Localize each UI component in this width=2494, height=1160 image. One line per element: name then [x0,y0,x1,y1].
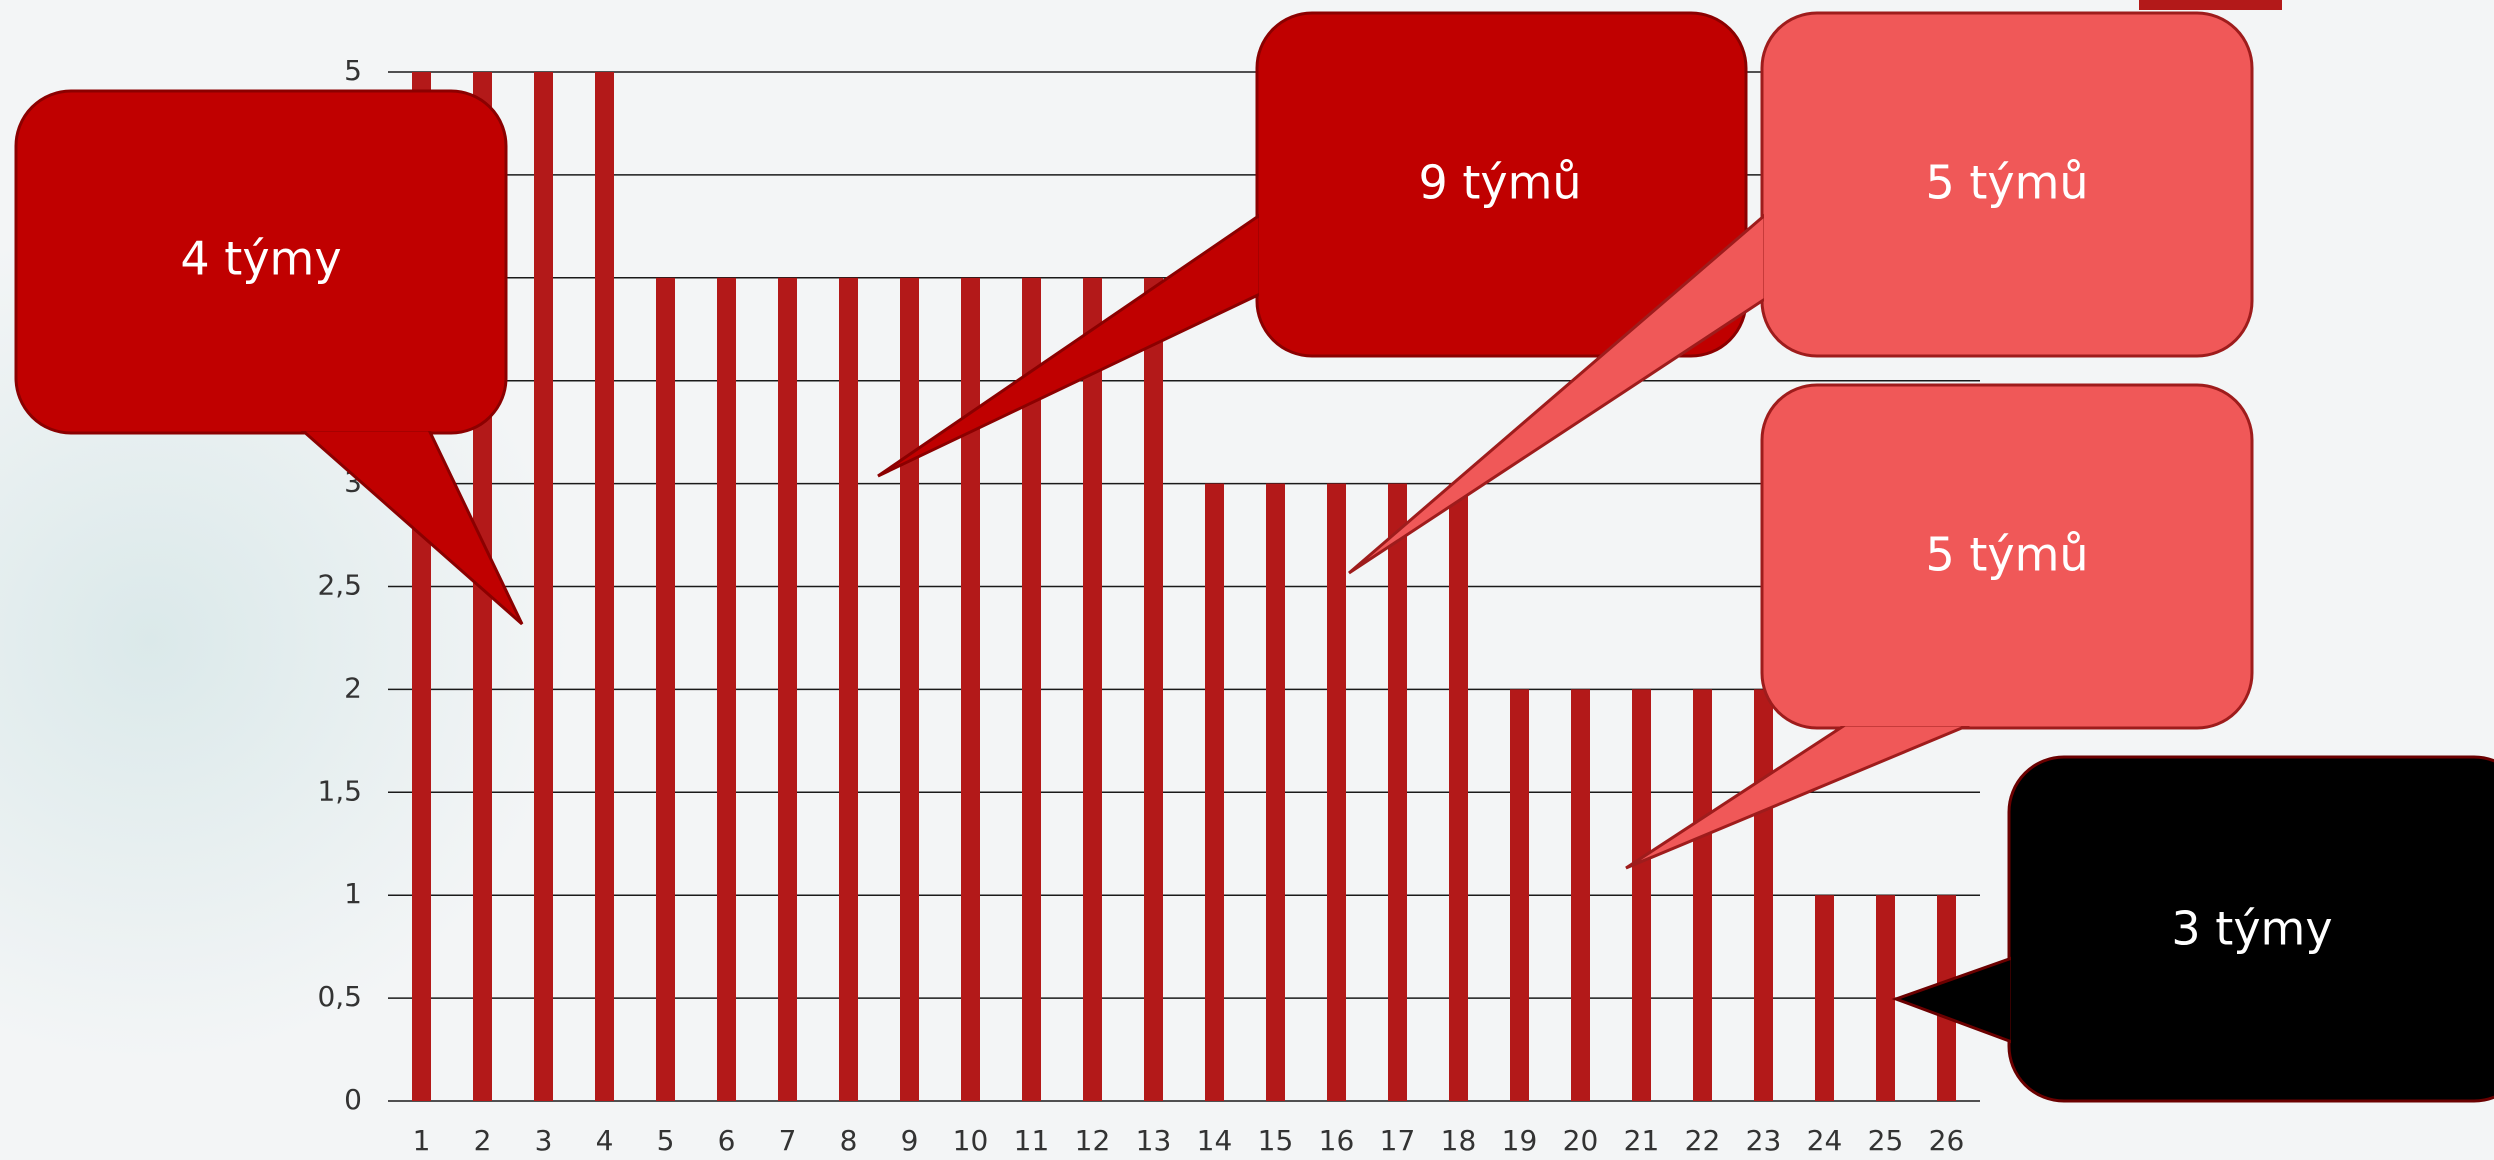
x-tick-label: 8 [840,1124,858,1157]
bar [900,277,919,1101]
callout-label: 9 týmů [1418,156,1581,210]
bar [1632,689,1651,1101]
x-tick-label: 26 [1929,1124,1965,1157]
x-tick-label: 3 [535,1124,553,1157]
bar [656,277,675,1101]
callout-label: 4 týmy [180,232,341,286]
bar [1876,895,1895,1101]
bar [595,72,614,1101]
y-tick-label: 0 [344,1083,362,1116]
bar [1144,277,1163,1101]
bar [1693,689,1712,1101]
callout-label: 5 týmů [1925,156,2088,210]
callouts: 4 týmy 9 týmů 5 týmů 5 týmů 3 týmy [14,11,2494,1103]
x-tick-label: 16 [1319,1124,1355,1157]
corner-accent [2139,0,2282,10]
x-tick-label: 17 [1380,1124,1416,1157]
y-tick-label: 5 [344,54,362,87]
bar [1327,483,1346,1102]
bar [839,277,858,1101]
x-tick-label: 9 [901,1124,919,1157]
x-tick-label: 2 [474,1124,492,1157]
callout: 5 týmů [1348,11,2254,575]
bar [1815,895,1834,1101]
callout: 9 týmů [877,11,1748,478]
x-tick-label: 4 [596,1124,614,1157]
x-tick-label: 7 [779,1124,797,1157]
x-tick-label: 25 [1868,1124,1904,1157]
x-tick-label: 14 [1197,1124,1233,1157]
callout: 3 týmy [1891,755,2494,1103]
x-tick-label: 24 [1807,1124,1843,1157]
x-tick-label: 6 [718,1124,736,1157]
y-tick-label: 1 [344,877,362,910]
y-tick-label: 0,5 [317,980,362,1013]
bar [778,277,797,1101]
callout: 4 týmy [14,89,524,626]
callout-label: 3 týmy [2171,902,2332,956]
bar [1510,689,1529,1101]
x-tick-label: 23 [1746,1124,1782,1157]
x-tick-label: 10 [953,1124,989,1157]
bar [717,277,736,1101]
callout-label: 5 týmů [1925,528,2088,582]
y-tick-label: 1,5 [317,774,362,807]
bar [1449,483,1468,1102]
bar [1083,277,1102,1101]
y-tick-label: 2 [344,671,362,704]
bar [961,277,980,1101]
x-tick-label: 15 [1258,1124,1294,1157]
x-tick-label: 22 [1685,1124,1721,1157]
callout: 5 týmů [1625,383,2254,870]
bar [1754,689,1773,1101]
bar [1266,483,1285,1102]
bar [1571,689,1590,1101]
x-tick-label: 18 [1441,1124,1477,1157]
y-tick-label: 2,5 [317,569,362,602]
x-tick-label: 5 [657,1124,675,1157]
x-tick-label: 20 [1563,1124,1599,1157]
bar [1205,483,1224,1102]
x-tick-label: 11 [1014,1124,1050,1157]
x-tick-label: 19 [1502,1124,1538,1157]
x-tick-label: 12 [1075,1124,1111,1157]
x-tick-label: 21 [1624,1124,1660,1157]
bar [1388,483,1407,1102]
x-tick-label: 13 [1136,1124,1172,1157]
bar [1022,277,1041,1101]
x-tick-label: 1 [413,1124,431,1157]
bar [534,72,553,1101]
